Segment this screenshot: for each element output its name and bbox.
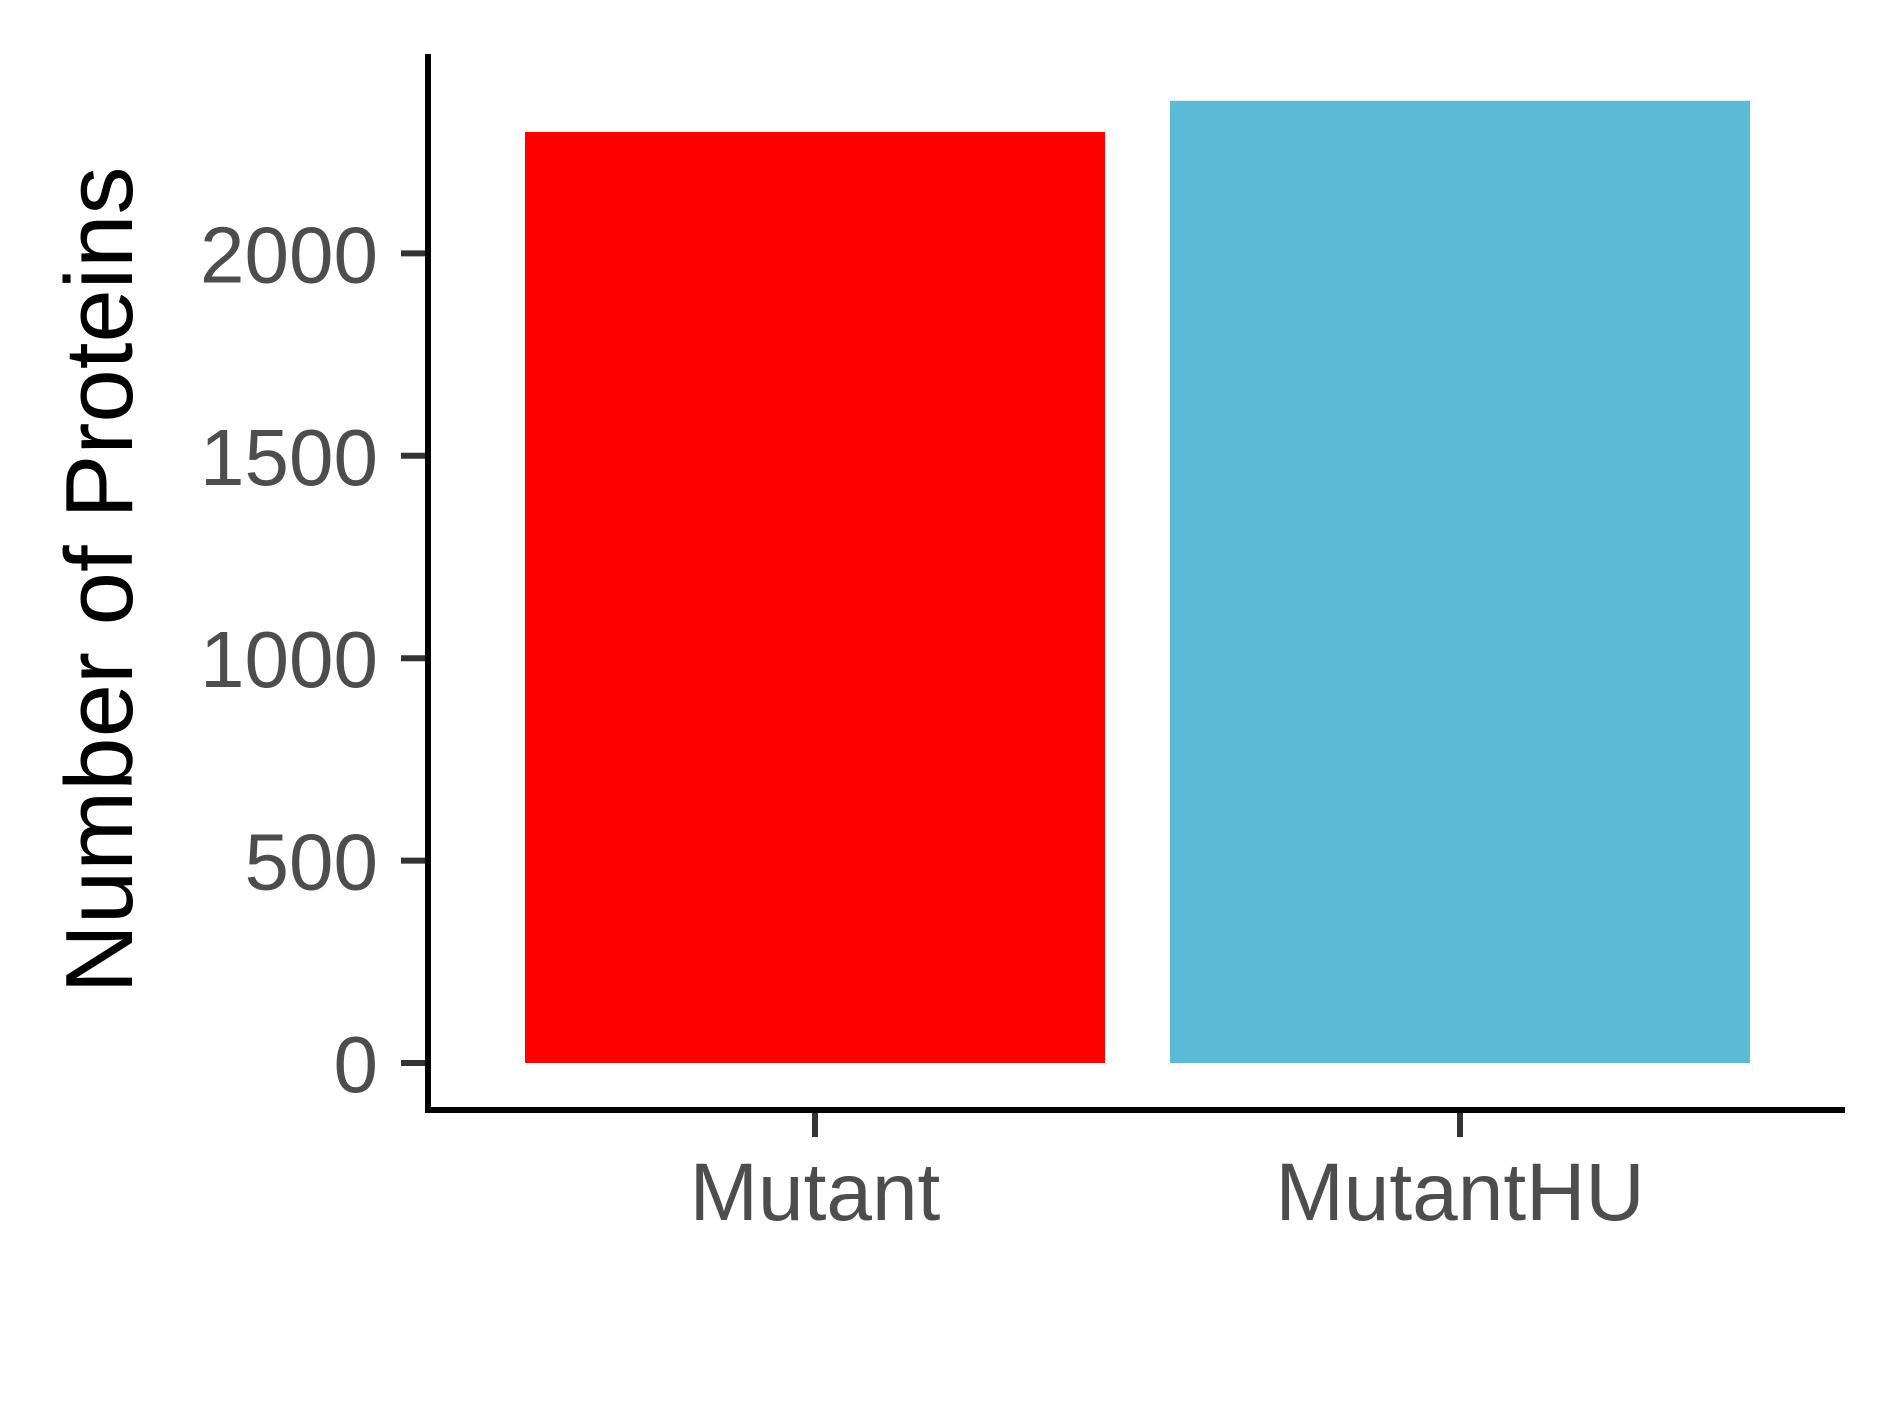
x-tick-label: Mutant <box>690 1147 941 1238</box>
bar-mutanthu <box>1170 100 1750 1063</box>
y-axis-title: Number of Proteins <box>46 166 153 993</box>
y-tick-label: 0 <box>334 1020 379 1109</box>
y-tick-label: 1000 <box>200 615 378 704</box>
y-tick-label: 500 <box>245 818 378 907</box>
y-axis-ticks: 0 500 1000 1500 2000 <box>200 210 428 1109</box>
bars-group <box>525 100 1750 1063</box>
y-tick-label: 2000 <box>200 210 378 299</box>
y-tick-label: 1500 <box>200 413 378 502</box>
bar-mutant <box>525 131 1105 1063</box>
x-axis-ticks: Mutant MutantHU <box>690 1110 1645 1238</box>
x-tick-label: MutantHU <box>1275 1147 1644 1238</box>
